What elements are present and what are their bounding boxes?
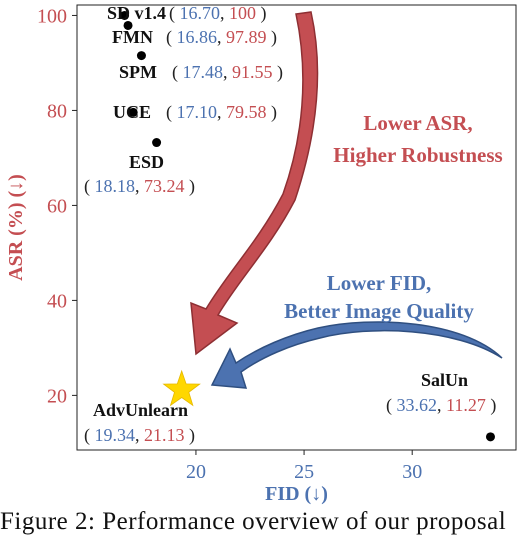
point-name-label: AdvUnlearn	[93, 400, 188, 420]
y-axis-label: ASR (%) (↓)	[5, 174, 27, 281]
x-axis-label: FID (↓)	[265, 483, 328, 505]
point-name-label: UCE	[113, 102, 151, 122]
annotation-fid-line: Better Image Quality	[284, 299, 474, 323]
point-name-label: FMN	[112, 27, 153, 47]
point-name-label: SPM	[119, 62, 157, 82]
y-tick-label: 80	[47, 100, 67, 122]
data-point-star	[162, 369, 201, 407]
point-coord-label: ( 16.86, 97.89 )	[166, 27, 277, 48]
point-coord-label: ( 33.62, 11.27 )	[386, 395, 496, 416]
point-name-label: SalUn	[421, 370, 468, 390]
point-coord-label: ( 18.18, 73.24 )	[84, 176, 195, 197]
point-coord-label: ( 19.34, 21.13 )	[84, 425, 195, 446]
point-coord-label: ( 17.48, 91.55 )	[172, 62, 283, 83]
blue-arrow	[210, 321, 503, 389]
x-tick-label: 30	[402, 461, 422, 483]
point-name-label: ESD	[129, 152, 164, 172]
y-tick-label: 20	[47, 385, 67, 407]
x-tick-label: 20	[186, 461, 206, 483]
figure-caption: Figure 2: Performance overview of our pr…	[0, 508, 507, 535]
scatter-chart: 20 25 30 20 40 60 80 100 FID (↓) ASR (%) (↓) Lower…	[5, 3, 517, 505]
y-tick-label: 40	[47, 290, 67, 312]
point-coord-label: ( 16.70, 100 )	[169, 3, 267, 24]
annotation-asr-line: Higher Robustness	[333, 143, 502, 167]
data-point	[485, 432, 495, 442]
annotation-asr-line: Lower ASR,	[363, 111, 472, 135]
point-coord-label: ( 17.10, 79.58 )	[166, 102, 277, 123]
data-point	[152, 138, 162, 148]
point-name-label: SD v1.4	[107, 3, 166, 23]
plot-frame	[76, 4, 517, 451]
red-arrow	[190, 11, 319, 356]
data-point	[123, 20, 133, 30]
annotation-fid-line: Lower FID,	[327, 271, 432, 295]
y-tick-label: 60	[47, 195, 67, 217]
data-point	[120, 10, 130, 20]
data-point	[128, 107, 138, 117]
y-tick-label: 100	[37, 5, 67, 27]
data-point	[136, 51, 146, 61]
x-tick-label: 25	[294, 461, 314, 483]
